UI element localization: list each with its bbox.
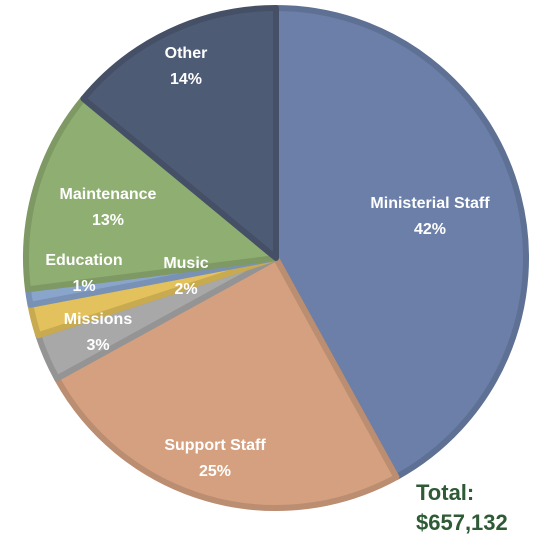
label-percent-ministerial-staff: 42% <box>414 221 446 238</box>
label-missions: Missions 3% <box>64 311 133 354</box>
label-name-education: Education <box>45 252 122 269</box>
label-percent-other: 14% <box>170 71 202 88</box>
label-percent-missions: 3% <box>86 337 109 354</box>
label-name-support-staff: Support Staff <box>164 437 266 454</box>
label-maintenance: Maintenance 13% <box>60 186 157 229</box>
label-name-other: Other <box>165 45 208 62</box>
label-percent-maintenance: 13% <box>92 212 124 229</box>
slice-support-staff <box>53 255 400 511</box>
label-percent-music: 2% <box>174 281 197 298</box>
label-percent-support-staff: 25% <box>199 463 231 480</box>
label-percent-education: 1% <box>72 278 95 295</box>
total-value: $657,132 <box>416 510 508 535</box>
label-name-missions: Missions <box>64 311 133 328</box>
label-support-staff: Support Staff 25% <box>164 437 266 480</box>
total-annotation: Total: $657,132 <box>416 478 536 538</box>
pie-slices <box>23 5 529 511</box>
label-other: Other 14% <box>165 45 208 88</box>
label-name-ministerial-staff: Ministerial Staff <box>370 195 490 212</box>
label-ministerial-staff: Ministerial Staff 42% <box>370 195 490 238</box>
slice-maintenance <box>23 95 279 293</box>
slice-ministerial-staff <box>273 5 529 481</box>
label-music: Music 2% <box>163 255 208 298</box>
label-education: Education 1% <box>45 252 122 295</box>
pie-labels: Ministerial Staff 42% Support Staff 25% Miss… <box>45 45 490 480</box>
label-name-maintenance: Maintenance <box>60 186 157 203</box>
slice-other <box>80 5 279 261</box>
total-label: Total: <box>416 480 475 505</box>
label-name-music: Music <box>163 255 208 272</box>
